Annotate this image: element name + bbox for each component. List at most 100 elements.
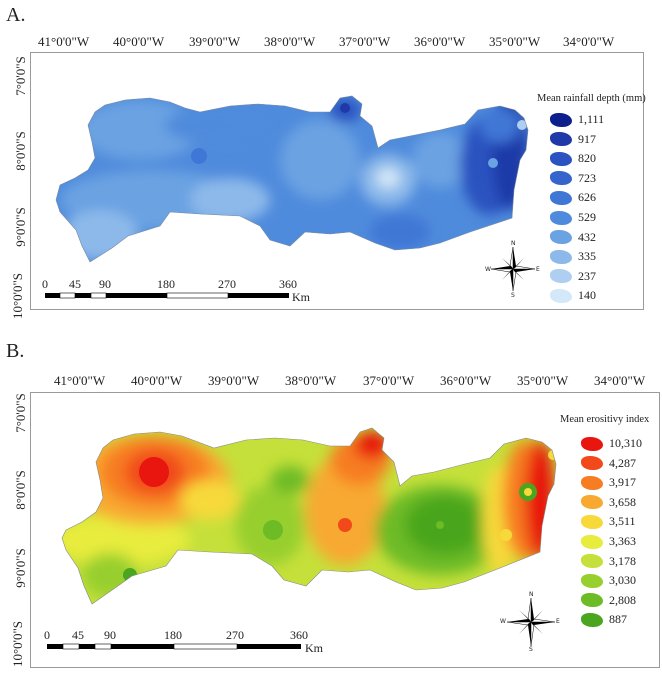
legend-value: 237 [578,268,596,283]
a-x-tick: 39°0'0"W [189,34,241,49]
a-compass-n: N [511,240,516,247]
a-scale-label: 180 [157,277,175,291]
a-scale-label: 45 [69,277,81,291]
legend-entry: 529 [550,210,596,225]
a-scale-label: 270 [218,277,236,291]
legend-swatch [550,269,572,284]
panel-a-label: A. [6,4,26,26]
legend-value: 529 [578,210,596,224]
b-x-tick: 39°0'0"W [208,373,260,388]
legend-value: 3,511 [609,514,636,529]
legend-entry: 4,287 [581,456,636,471]
legend-swatch [581,475,603,490]
a-compass-s: S [511,292,515,299]
b-compass-s: S [529,646,533,653]
b-x-tick: 36°0'0"W [440,373,492,388]
legend-entry: 3,511 [581,514,636,529]
legend-swatch [581,593,603,608]
legend-entry: 432 [550,230,596,245]
a-x-tick: 36°0'0"W [414,34,466,49]
b-scale-label: 180 [164,628,182,642]
legend-entry: 3,030 [581,573,636,588]
b-x-tick: 37°0'0"W [363,373,415,388]
b-scale-unit: Km [305,641,323,655]
legend-value: 2,808 [609,592,636,607]
legend-entry: 3,178 [581,554,636,569]
b-scale-label: 90 [104,628,116,642]
a-scale-label: 0 [42,277,48,291]
a-scale-label: 90 [99,277,111,291]
legend-entry: 917 [550,132,596,147]
b-scale-label: 0 [44,628,50,642]
legend-value: 3,178 [609,553,636,568]
legend-swatch [581,612,603,627]
a-legend-title: Mean rainfall depth (mm) [537,93,646,104]
legend-swatch [581,554,603,569]
legend-swatch [550,249,572,264]
legend-swatch [550,132,572,147]
a-x-tick: 38°0'0"W [264,34,316,49]
a-x-tick: 40°0'0"W [113,34,165,49]
b-scale-label: 360 [290,628,308,642]
legend-value: 887 [609,612,627,627]
legend-entry: 820 [550,151,596,166]
legend-swatch [581,456,603,471]
legend-value: 820 [578,151,596,166]
legend-entry: 626 [550,190,596,205]
legend-value: 3,363 [609,534,636,548]
legend-value: 3,030 [609,573,636,588]
legend-swatch [581,495,603,510]
legend-value: 723 [578,170,596,185]
b-x-tick: 40°0'0"W [131,373,183,388]
legend-entry: 3,363 [581,534,636,549]
b-compass-w: W [500,618,506,625]
legend-value: 3,917 [609,475,636,490]
a-x-tick: 41°0'0"W [38,34,90,49]
legend-swatch [581,534,603,549]
legend-swatch [550,112,572,127]
a-compass-e: E [536,266,540,273]
b-legend-title: Mean erositivy index [560,414,650,425]
b-x-tick: 34°0'0"W [594,373,646,388]
legend-value: 432 [578,229,596,244]
legend-entry: 3,917 [581,475,636,490]
legend-value: 140 [578,288,596,303]
a-x-tick: 34°0'0"W [563,34,615,49]
b-x-tick: 35°0'0"W [517,373,569,388]
legend-entry: 140 [550,288,596,303]
legend-entry: 10,310 [581,436,642,451]
a-scale-label: 360 [279,277,297,291]
legend-value: 917 [578,131,596,146]
legend-value: 3,658 [609,494,636,509]
a-scale-unit: Km [292,290,310,304]
legend-entry: 1,111 [550,112,604,127]
legend-entry: 887 [581,612,627,627]
legend-value: 626 [578,190,596,205]
a-x-tick: 35°0'0"W [489,34,541,49]
b-scale-label: 45 [72,628,84,642]
legend-swatch [550,210,572,225]
b-x-tick: 41°0'0"W [54,373,106,388]
b-compass-n: N [529,591,534,598]
b-x-tick: 38°0'0"W [285,373,337,388]
legend-swatch [581,573,603,588]
legend-entry: 335 [550,249,596,264]
legend-value: 1,111 [578,112,605,126]
panel-b-label: B. [6,340,25,362]
legend-swatch [550,151,572,166]
legend-swatch [581,514,603,529]
a-compass-w: W [485,266,491,273]
legend-value: 10,310 [609,436,642,450]
legend-entry: 2,808 [581,593,636,608]
legend-value: 335 [578,249,596,264]
b-scale-label: 270 [226,628,244,642]
legend-swatch [550,230,572,245]
legend-swatch [550,288,572,303]
legend-swatch [550,190,572,205]
